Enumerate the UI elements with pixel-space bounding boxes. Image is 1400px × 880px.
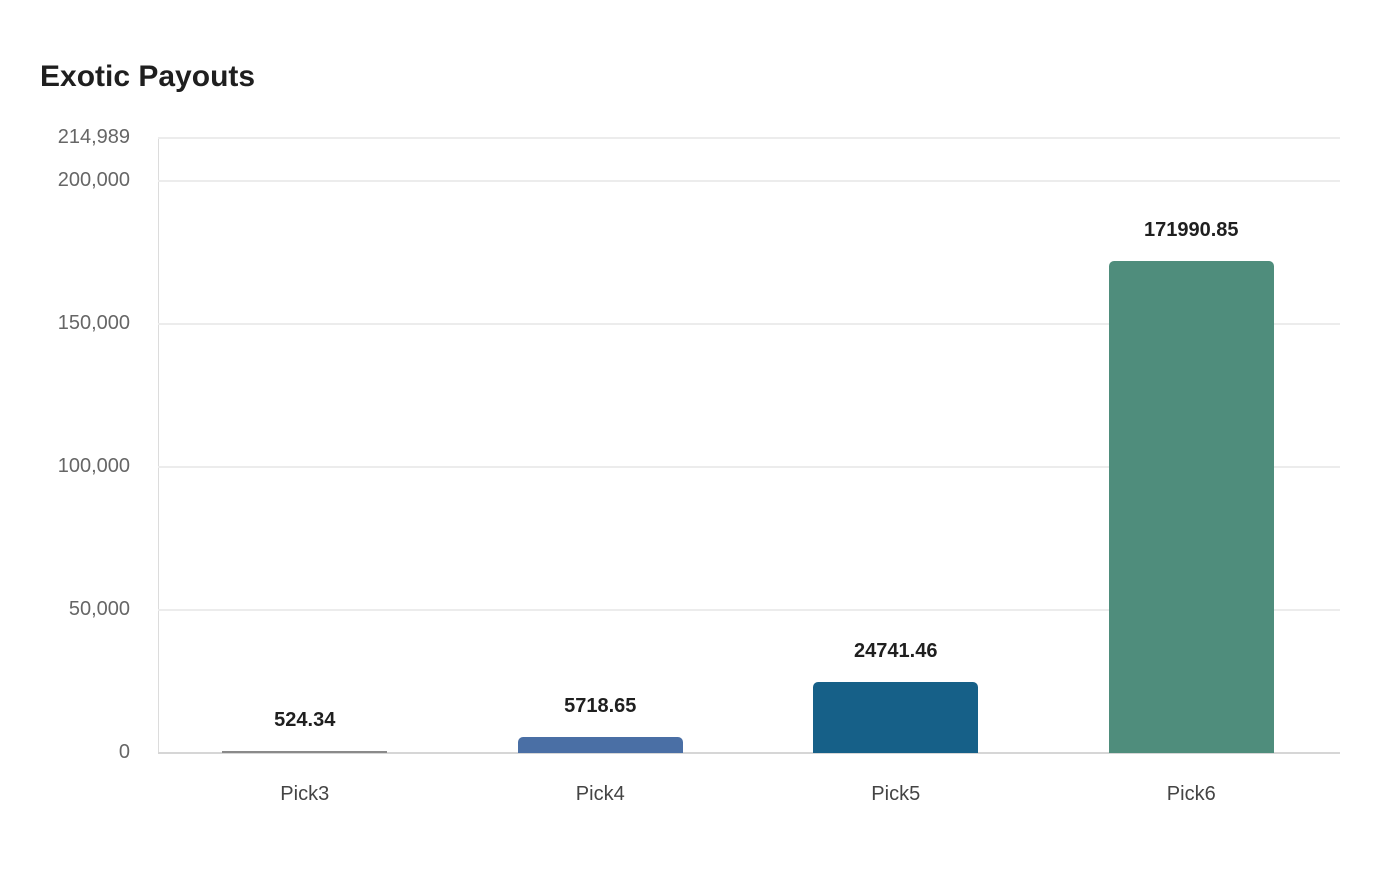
y-axis-line [158, 138, 159, 753]
x-tick-label: Pick6 [1166, 783, 1216, 805]
gridline [158, 465, 1340, 468]
gridline [158, 179, 1340, 182]
bar-pick3[interactable] [222, 751, 388, 753]
y-tick-label: 50,000 [68, 597, 130, 620]
y-tick-label: 0 [118, 741, 130, 763]
value-label: 5718.65 [564, 694, 637, 717]
value-label: 171990.85 [1143, 219, 1239, 241]
bar-pick6[interactable] [1108, 261, 1274, 753]
bar-pick4[interactable] [517, 736, 683, 753]
x-tick-label: Pick4 [575, 783, 625, 805]
gridline [158, 608, 1340, 611]
x-tick-label: Pick5 [871, 783, 921, 805]
x-tick-label: Pick3 [280, 783, 330, 805]
y-tick-label: 214,989 [57, 126, 130, 148]
bar-pick5[interactable] [813, 682, 979, 753]
chart-title: Exotic Payouts [40, 60, 256, 93]
y-tick-label: 100,000 [57, 454, 130, 477]
value-label: 24741.46 [854, 640, 938, 663]
gridline [158, 322, 1340, 325]
y-tick-label: 150,000 [57, 311, 130, 334]
x-axis-line [158, 752, 1340, 754]
gridline [158, 137, 1340, 139]
y-tick-label: 200,000 [57, 168, 130, 191]
value-label: 524.34 [274, 709, 336, 731]
plot-area: 524.34 5718.65 24741.46 171990.85 [158, 137, 1340, 754]
